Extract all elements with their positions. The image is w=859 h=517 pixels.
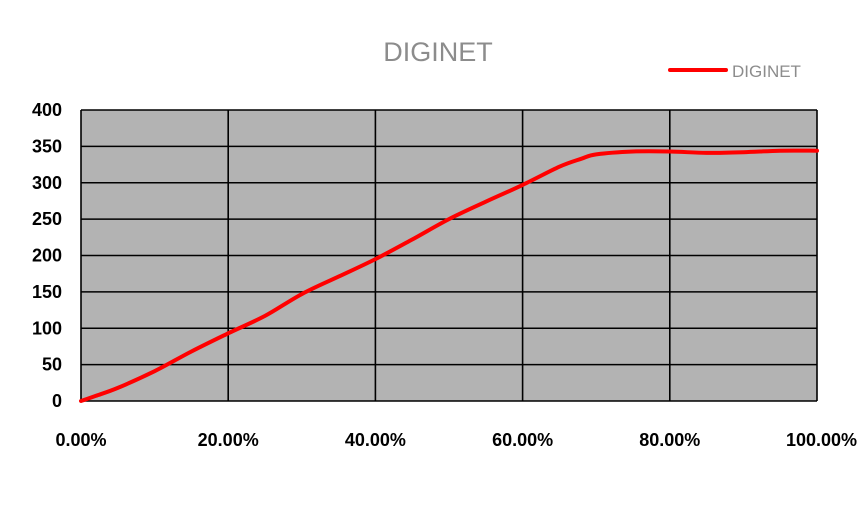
x-tick-label-4: 80.00%	[639, 430, 700, 450]
y-tick-label-5: 250	[32, 209, 62, 229]
grid-lines	[80, 109, 818, 402]
y-tick-label-7: 350	[32, 136, 62, 156]
y-tick-label-4: 200	[32, 246, 62, 266]
legend: DIGINET	[668, 62, 801, 81]
x-tick-label-3: 60.00%	[492, 430, 553, 450]
chart-title: DIGINET	[383, 37, 493, 67]
series-line-diginet	[79, 148, 819, 403]
y-tick-label-8: 400	[32, 100, 62, 120]
y-tick-label-1: 50	[42, 355, 62, 375]
x-tick-label-1: 20.00%	[198, 430, 259, 450]
y-tick-label-0: 0	[52, 391, 62, 411]
legend-label-diginet: DIGINET	[732, 62, 801, 81]
x-tick-label-0: 0.00%	[55, 430, 106, 450]
x-tick-label-5: 100.00%	[786, 430, 857, 450]
series-group	[79, 148, 819, 403]
y-axis-tick-labels: 0 50 100 150 200 250 300 350 400	[32, 100, 62, 411]
y-tick-label-6: 300	[32, 173, 62, 193]
x-tick-label-2: 40.00%	[345, 430, 406, 450]
y-tick-label-2: 100	[32, 318, 62, 338]
y-tick-label-3: 150	[32, 282, 62, 302]
x-axis-tick-labels: 0.00% 20.00% 40.00% 60.00% 80.00% 100.00%	[55, 430, 857, 450]
